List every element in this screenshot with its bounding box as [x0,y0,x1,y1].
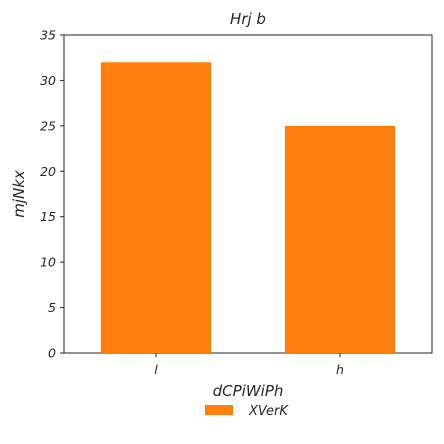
y-tick-label: 25 [40,118,56,133]
x-axis-label: dCPiWiPh [213,382,284,400]
y-tick-label: 35 [40,28,56,43]
y-tick-label: 10 [40,255,56,270]
y-axis: 0 5 10 15 20 25 30 35 [40,28,64,361]
y-tick-label: 30 [40,73,56,88]
y-tick-label: 5 [48,300,56,315]
x-tick-label: h [336,362,344,377]
bars [100,62,396,353]
legend-label: XVerK [248,404,289,419]
y-tick-label: 15 [40,209,56,224]
y-axis-label: mjNkx [10,170,28,218]
legend: XVerK [205,404,289,419]
y-tick-label: 20 [40,164,56,179]
bar-h [284,125,396,353]
legend-swatch [205,405,233,415]
x-tick-label: l [154,362,158,377]
plot-area [63,34,433,354]
bar-l [100,62,212,353]
chart-title: Hrj b [230,10,266,28]
y-tick-label: 0 [48,346,56,361]
